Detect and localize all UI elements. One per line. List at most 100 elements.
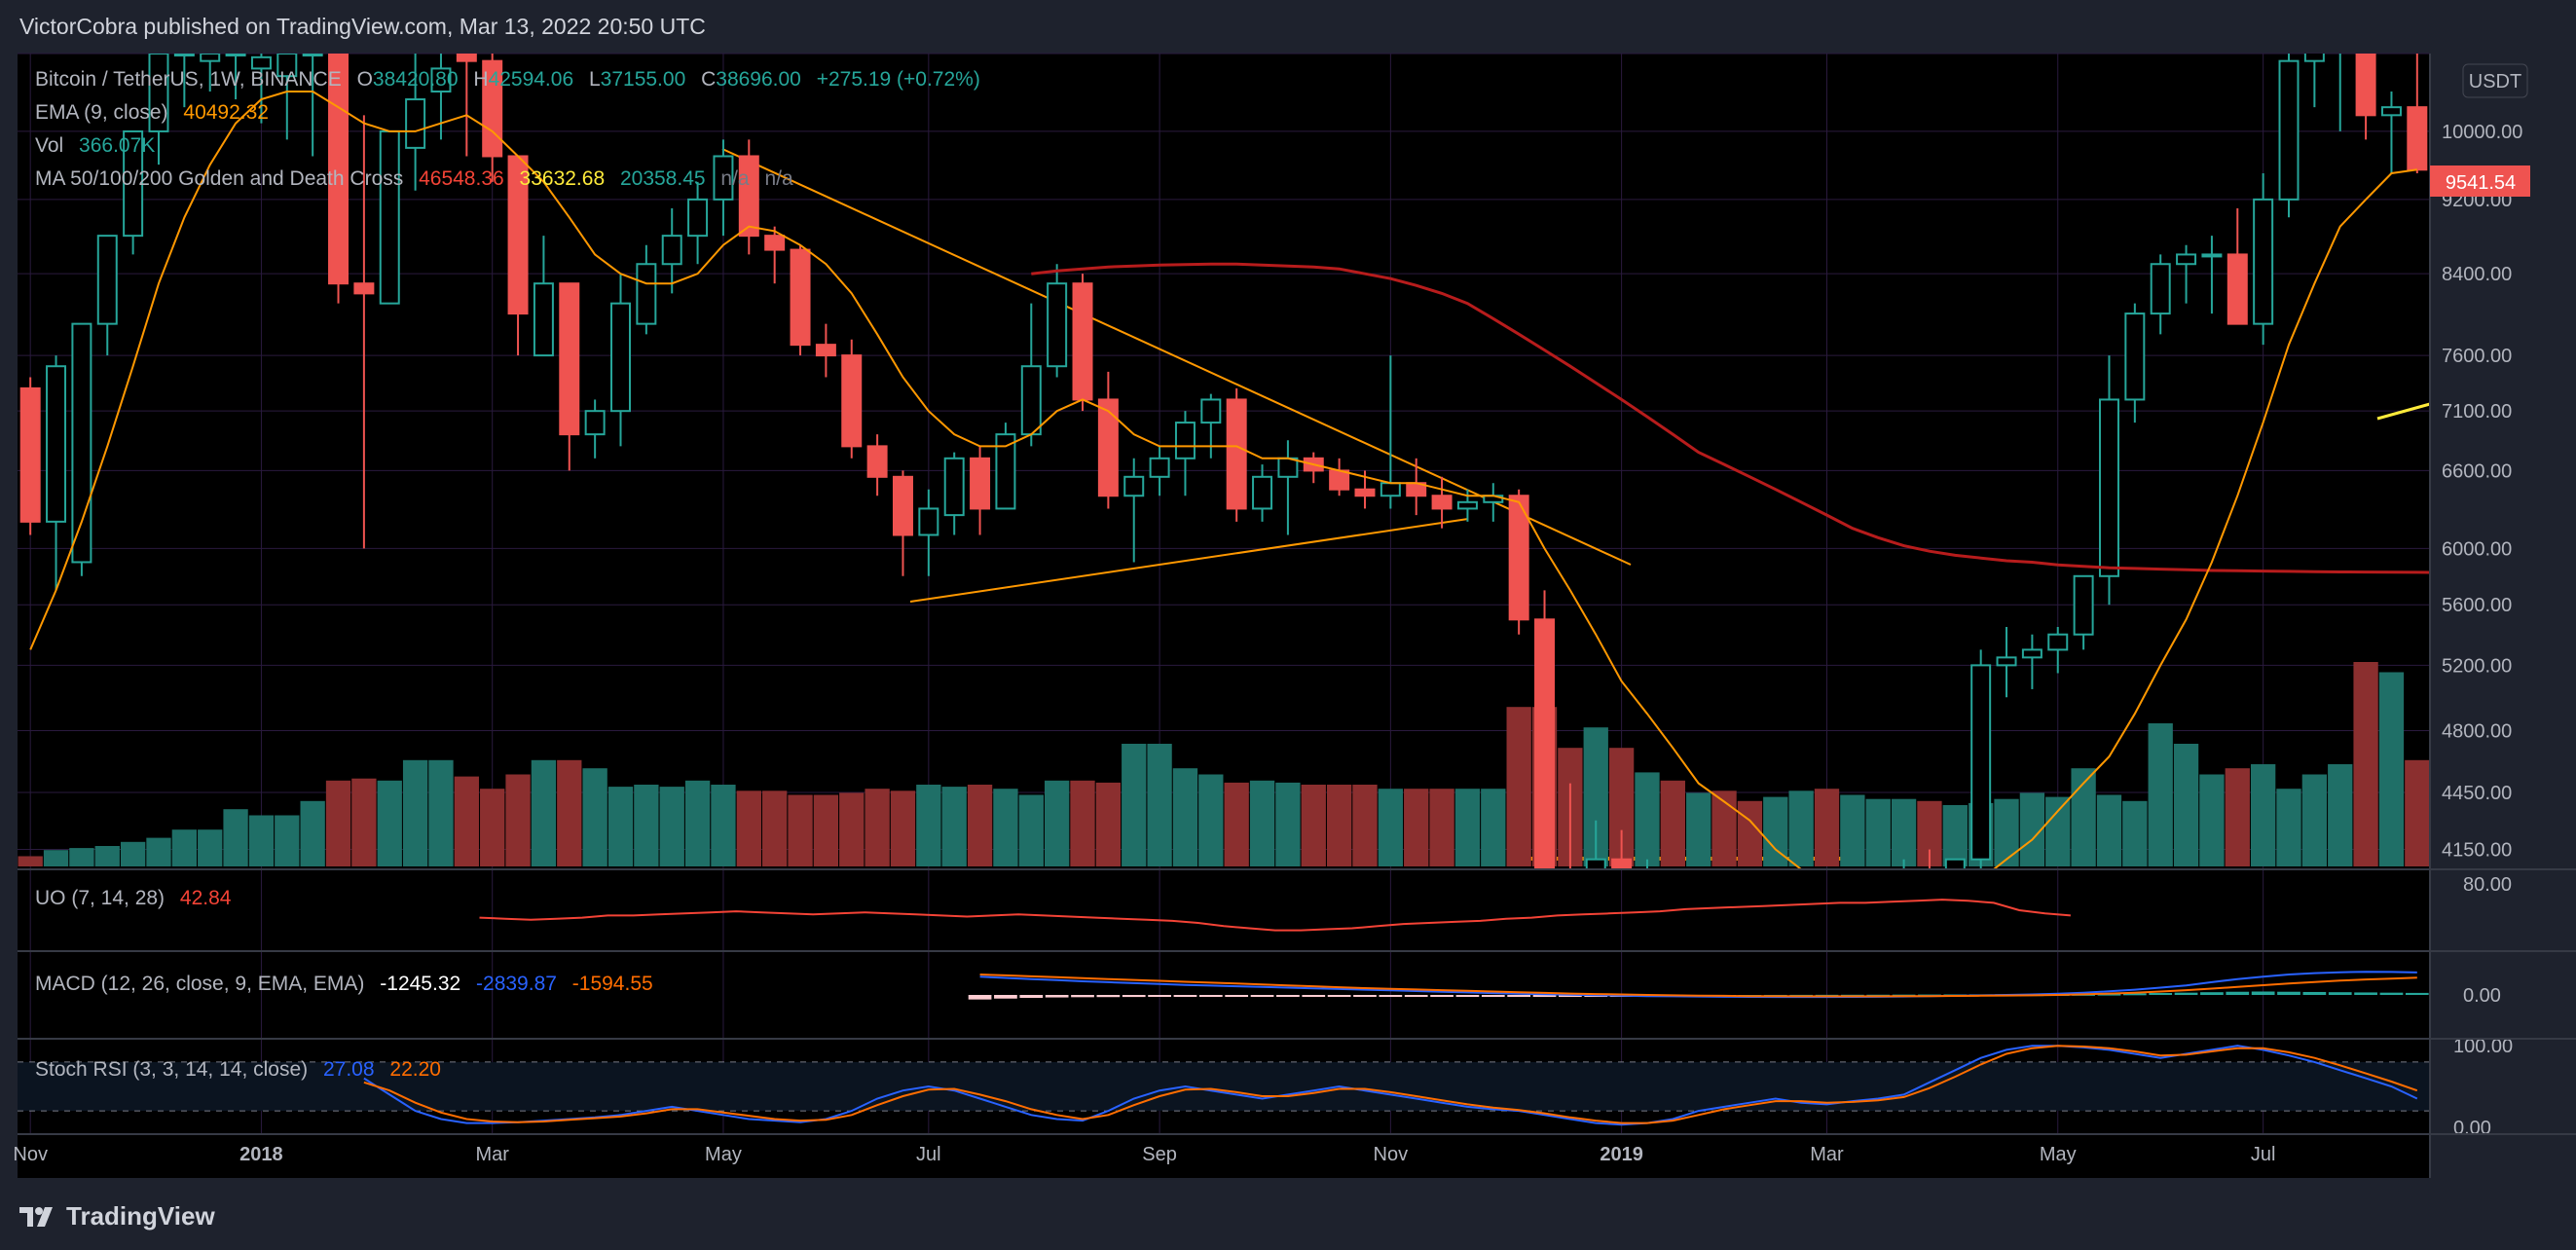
candle-up: [1123, 475, 1145, 497]
candle-up: [918, 507, 939, 536]
volume-bar: [43, 850, 69, 866]
volume-value: 366.07K: [79, 134, 156, 157]
uo-value: 42.84: [179, 887, 232, 909]
macd-histogram-bar: [2277, 991, 2300, 995]
volume-bar: [402, 759, 428, 866]
volume-bar: [1044, 780, 1070, 866]
volume-bar: [813, 794, 839, 866]
volume-label: Vol: [35, 134, 64, 157]
ma-legend[interactable]: MA 50/100/200 Golden and Death Cross 465…: [35, 167, 803, 191]
candle-up: [173, 54, 195, 56]
macd-histogram-bar: [1198, 995, 1223, 997]
currency-badge[interactable]: USDT: [2469, 71, 2521, 92]
chart-background: [18, 54, 2430, 1178]
volume-bar: [1326, 785, 1352, 866]
macd-value-2: -2839.87: [476, 973, 557, 995]
volume-bar: [1378, 789, 1404, 866]
macd-histogram-bar: [1019, 995, 1044, 999]
ma200-segment: [2376, 402, 2431, 421]
price-tick-label: 5600.00: [2442, 595, 2512, 616]
volume-bar: [2045, 796, 2071, 866]
low-label: L: [588, 68, 601, 91]
macd-histogram-bar: [2149, 992, 2173, 995]
volume-bar: [1711, 790, 1737, 866]
last-price-badge: 9541.54: [2446, 172, 2516, 194]
candle-down: [1611, 858, 1633, 869]
macd-histogram-bar: [994, 995, 1017, 999]
candle-down: [866, 445, 888, 478]
ema-legend[interactable]: EMA (9, close) 40492.32: [35, 101, 278, 125]
candle-down: [2226, 253, 2248, 325]
macd-histogram-bar: [1353, 995, 1377, 997]
macd-histogram-bar: [2405, 992, 2429, 995]
price-axis[interactable]: 4150.00 4450.00 4800.00 5200.00 5600.00 6000.…: [2442, 122, 2522, 862]
candle-up: [430, 67, 452, 93]
stoch-tick-label: 0.00: [2453, 1118, 2491, 1139]
candle-up: [96, 235, 118, 325]
ascending-trendline: [909, 518, 1469, 603]
volume-bar: [865, 789, 890, 866]
stoch-legend[interactable]: Stoch RSI (3, 3, 14, 14, close) 27.08 22…: [35, 1058, 451, 1082]
close-value: 38696.00: [716, 68, 801, 91]
candle-up: [1585, 858, 1606, 869]
volume-bar: [1942, 805, 1968, 866]
open-value: 38420.80: [372, 68, 459, 91]
time-tick-label: Nov: [13, 1144, 48, 1165]
volume-bar: [377, 780, 402, 866]
time-tick-label: Nov: [1374, 1144, 1409, 1165]
currency-badge-box[interactable]: [2462, 63, 2528, 98]
time-tick-label: Sep: [1142, 1144, 1177, 1165]
macd-label: MACD (12, 26, close, 9, EMA, EMA): [35, 973, 365, 995]
candle-up: [995, 433, 1016, 510]
time-axis[interactable]: Nov 2018 Mar May Jul Sep Nov 2019 Mar May Jul: [13, 1144, 2275, 1165]
publisher-line: VictorCobra published on TradingView.com…: [19, 14, 706, 39]
symbol-title[interactable]: Bitcoin / TetherUS, 1W, BINANCE: [35, 68, 342, 91]
main-legend[interactable]: Bitcoin / TetherUS, 1W, BINANCE O38420.8…: [35, 68, 990, 92]
volume-bar: [2276, 789, 2301, 866]
volume-bar: [711, 785, 736, 866]
candle-down: [841, 354, 863, 448]
volume-bar: [1224, 782, 1249, 866]
candle-up: [2176, 253, 2197, 266]
candle-up: [71, 322, 92, 564]
volume-legend[interactable]: Vol 366.07K: [35, 134, 165, 158]
volume-bar: [659, 787, 684, 866]
candle-down: [738, 155, 759, 238]
volume-bar: [351, 778, 377, 866]
footer[interactable]: TradingView: [19, 1201, 215, 1232]
macd-histogram-bar: [1532, 995, 1557, 997]
volume-bar: [890, 790, 916, 866]
footer-brand: TradingView: [66, 1201, 215, 1231]
volume-bar: [2173, 744, 2199, 866]
candle-up: [2047, 633, 2069, 651]
candle-up: [1252, 475, 1273, 510]
volume-bar: [967, 785, 993, 866]
price-tick-label: 4800.00: [2442, 721, 2512, 743]
candle-layer: [19, 54, 2428, 869]
candle-down: [1508, 495, 1529, 621]
volume-bar: [839, 792, 865, 866]
uo-legend[interactable]: UO (7, 14, 28) 42.84: [35, 887, 240, 910]
volume-bar: [300, 800, 325, 866]
candle-up: [636, 263, 657, 325]
candle-up: [405, 98, 426, 149]
candle-up: [661, 235, 682, 266]
volume-bar: [2301, 774, 2328, 866]
macd-histogram-bar: [1122, 995, 1146, 998]
macd-histogram-bar: [1430, 995, 1454, 997]
macd-histogram-bar: [1379, 995, 1403, 997]
candle-up: [2201, 253, 2223, 258]
candle-up: [276, 54, 298, 78]
volume-bar: [1994, 798, 2019, 866]
candle-up: [1944, 858, 1966, 869]
macd-legend[interactable]: MACD (12, 26, close, 9, EMA, EMA) -1245.…: [35, 973, 663, 996]
volume-bar: [248, 815, 275, 866]
volume-bar: [788, 794, 813, 866]
candle-up: [148, 54, 169, 132]
volume-bar: [2096, 794, 2122, 866]
ma-value-2: 33632.68: [519, 167, 606, 190]
candle-up: [2253, 198, 2274, 325]
volume-bar: [1840, 794, 1865, 866]
candle-up: [1020, 365, 1042, 436]
macd-histogram-bar: [1327, 995, 1351, 997]
